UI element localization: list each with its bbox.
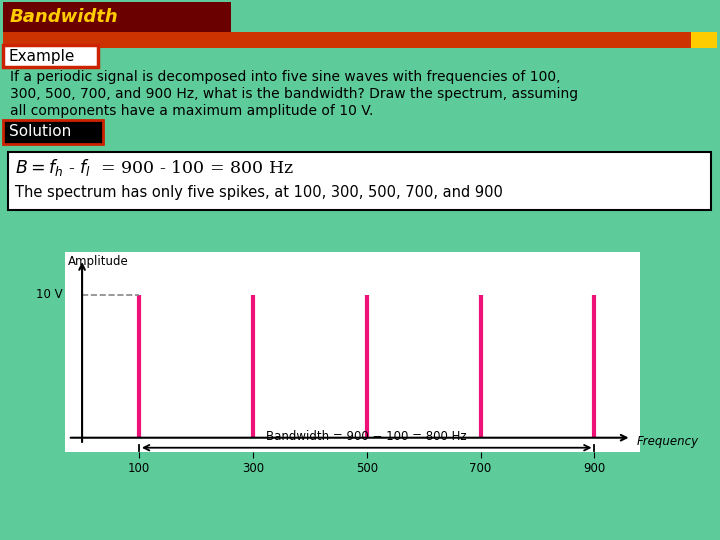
Text: If a periodic signal is decomposed into five sine waves with frequencies of 100,: If a periodic signal is decomposed into … — [10, 70, 560, 84]
FancyBboxPatch shape — [8, 152, 711, 210]
Bar — [3, 2, 231, 32]
Text: Amplitude: Amplitude — [68, 255, 129, 268]
Text: The spectrum has only five spikes, at 100, 300, 500, 700, and 900: The spectrum has only five spikes, at 10… — [15, 185, 503, 199]
Text: 10 V: 10 V — [35, 288, 62, 301]
Text: Bandwidth = 900 − 100 = 800 Hz: Bandwidth = 900 − 100 = 800 Hz — [266, 430, 467, 443]
Text: Example: Example — [9, 49, 76, 64]
FancyBboxPatch shape — [3, 45, 98, 67]
Bar — [691, 32, 717, 48]
Text: Bandwidth: Bandwidth — [10, 8, 119, 26]
Text: $\it{B}=\it{f_h}$ - $\it{f_l}$  = 900 - 100 = 800 Hz: $\it{B}=\it{f_h}$ - $\it{f_l}$ = 900 - 1… — [15, 158, 294, 179]
Text: all components have a maximum amplitude of 10 V.: all components have a maximum amplitude … — [10, 104, 374, 118]
Bar — [3, 32, 691, 48]
FancyBboxPatch shape — [3, 120, 103, 144]
Text: 300, 500, 700, and 900 Hz, what is the bandwidth? Draw the spectrum, assuming: 300, 500, 700, and 900 Hz, what is the b… — [10, 87, 578, 101]
Text: Solution: Solution — [9, 125, 71, 139]
Text: Frequency: Frequency — [637, 435, 699, 449]
